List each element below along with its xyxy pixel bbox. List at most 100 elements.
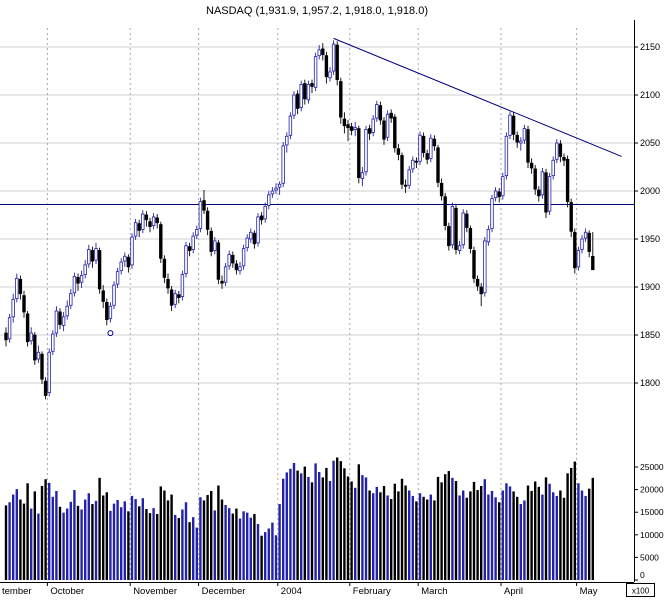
- volume-bar: [8, 502, 11, 580]
- candle-body: [508, 114, 512, 136]
- candle-body: [342, 118, 347, 127]
- volume-bar: [33, 491, 36, 580]
- volume-bar: [256, 523, 260, 580]
- volume-bar: [552, 492, 555, 580]
- candle-body: [18, 278, 23, 295]
- volume-bar: [105, 492, 108, 580]
- candle-body: [47, 351, 51, 393]
- volume-bar: [350, 481, 353, 580]
- candle-body: [371, 118, 375, 133]
- candle-body: [526, 129, 530, 163]
- volume-bar: [285, 472, 288, 580]
- volume-axis-label: 5000: [640, 552, 659, 562]
- candle-body: [317, 49, 321, 57]
- volume-bar: [62, 512, 65, 580]
- volume-bar: [534, 481, 537, 580]
- volume-bar: [494, 497, 497, 580]
- candle-body: [573, 231, 577, 269]
- candle-body: [353, 127, 357, 130]
- volume-bar: [555, 495, 558, 580]
- candle-body: [173, 293, 177, 305]
- candle-body: [90, 250, 95, 262]
- price-axis-label: 2000: [640, 186, 660, 196]
- candle-body: [349, 126, 354, 131]
- candle-body: [249, 231, 253, 240]
- volume-bar: [422, 496, 425, 580]
- candle-body: [407, 169, 411, 186]
- volume-bar: [476, 490, 479, 580]
- volume-bar: [372, 493, 375, 580]
- volume-bar: [123, 501, 126, 580]
- volume-bar: [87, 493, 90, 580]
- candle-body: [587, 232, 591, 252]
- volume-bar: [55, 490, 58, 580]
- volume-bar: [174, 514, 177, 580]
- volume-bar: [58, 506, 62, 580]
- candle-body: [303, 83, 307, 100]
- volume-bar: [440, 482, 443, 580]
- volume-bar: [156, 514, 159, 580]
- volume-axis-label: 15000: [640, 507, 664, 517]
- candle-body: [87, 249, 91, 265]
- volume-bar: [210, 490, 213, 580]
- volume-bar: [249, 517, 252, 580]
- volume-bar: [325, 467, 328, 580]
- candle-body: [533, 168, 537, 190]
- price-axis-label: 2150: [640, 42, 660, 52]
- candle-body: [465, 213, 469, 228]
- volume-bar: [444, 474, 447, 580]
- candle-body: [101, 290, 105, 302]
- candle-body: [360, 172, 365, 179]
- candle-body: [389, 112, 393, 119]
- volume-bar: [400, 478, 404, 580]
- volume-axis-label: 25000: [640, 462, 664, 472]
- candle-body: [357, 128, 361, 178]
- volume-bar: [102, 495, 105, 580]
- volume-bar: [271, 522, 274, 580]
- volume-bar: [48, 482, 51, 580]
- volume-bar: [242, 511, 245, 580]
- volume-bar: [433, 500, 436, 580]
- volume-bar: [512, 491, 515, 580]
- volume-bar: [202, 500, 206, 580]
- candle-body: [475, 278, 480, 287]
- candle-body: [425, 153, 429, 160]
- candle-body: [324, 55, 329, 78]
- candle-body: [54, 310, 59, 334]
- candle-body: [364, 129, 368, 173]
- candle-body: [223, 266, 228, 283]
- candle-body: [123, 255, 127, 262]
- candle-body: [166, 278, 170, 289]
- candle-body: [115, 271, 120, 285]
- candle-body: [551, 159, 555, 177]
- candle-body: [141, 213, 145, 230]
- candle-body: [461, 212, 465, 246]
- price-axis-label: 1800: [640, 378, 660, 388]
- volume-bar: [76, 505, 80, 580]
- volume-bar: [404, 485, 407, 580]
- volume-bar: [436, 476, 440, 580]
- volume-bar: [339, 461, 342, 580]
- volume-bar: [235, 508, 238, 580]
- candle-body: [432, 138, 437, 147]
- candle-body: [292, 94, 296, 116]
- candle-body: [378, 105, 383, 121]
- candle-body: [76, 276, 80, 284]
- volume-bar: [566, 473, 569, 580]
- candle-body: [288, 115, 293, 136]
- volume-bar: [577, 483, 580, 580]
- volume-bar: [206, 495, 209, 580]
- candle-body: [421, 135, 426, 153]
- candle-body: [555, 142, 559, 160]
- candle-body: [263, 205, 267, 220]
- volume-bar: [282, 478, 285, 580]
- volume-bar: [228, 508, 231, 580]
- candle-body: [209, 230, 213, 252]
- candle-body: [256, 216, 260, 244]
- candle-body: [313, 56, 318, 88]
- candle-body: [501, 176, 505, 197]
- candle-body: [177, 294, 181, 298]
- candle-body: [274, 187, 278, 191]
- volume-bar: [177, 518, 180, 580]
- candle-body: [558, 143, 563, 157]
